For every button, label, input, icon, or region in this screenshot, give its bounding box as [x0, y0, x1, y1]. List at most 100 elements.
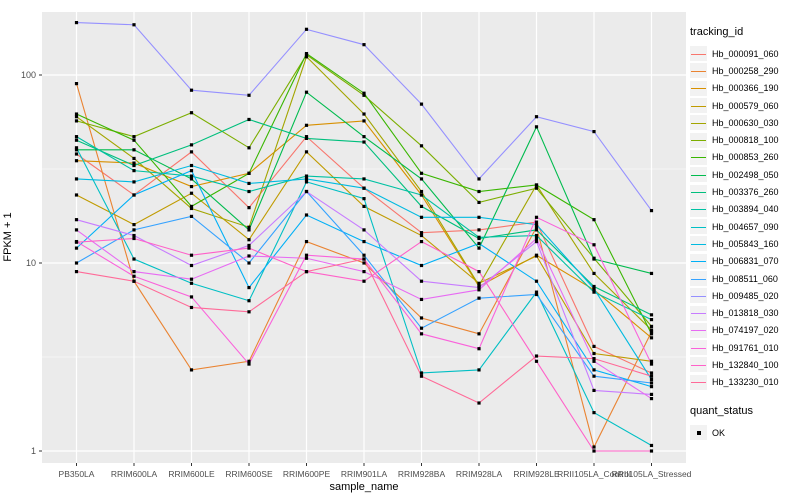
- data-point: [477, 235, 481, 239]
- data-point: [362, 135, 366, 139]
- data-point: [534, 225, 539, 229]
- legend-key-line-icon: [690, 288, 707, 304]
- data-point: [419, 215, 424, 219]
- legend-label: Hb_000853_260: [712, 152, 779, 163]
- data-point: [592, 290, 596, 294]
- legend-entry-Hb_132840_100: Hb_132840_100: [690, 356, 798, 373]
- legend-key-line-icon: [690, 271, 707, 286]
- legend-key-line-icon: [690, 132, 707, 148]
- data-point: [74, 218, 79, 222]
- data-point: [477, 288, 481, 292]
- legend-label: Hb_003894_040: [712, 204, 779, 215]
- data-point: [649, 374, 654, 378]
- data-point: [74, 246, 79, 250]
- data-point: [649, 332, 654, 336]
- y-axis-title: FPKM + 1: [2, 212, 14, 262]
- data-point: [534, 183, 539, 187]
- legend-entry-Hb_009485_020: Hb_009485_020: [690, 287, 798, 304]
- legend-label: Hb_000818_100: [712, 135, 779, 146]
- legend-key-line-icon: [690, 115, 707, 131]
- data-point: [74, 270, 79, 274]
- data-point: [132, 180, 136, 184]
- data-point: [534, 254, 539, 258]
- legend-label: Hb_000579_060: [712, 100, 779, 111]
- data-point: [247, 243, 251, 248]
- data-point: [592, 284, 596, 289]
- x-tick-label: PB350LA: [59, 469, 95, 479]
- data-point: [419, 371, 424, 375]
- data-point: [362, 257, 366, 261]
- legend-entry-Hb_133230_010: Hb_133230_010: [690, 374, 798, 391]
- data-point: [304, 51, 309, 56]
- data-point: [74, 119, 79, 123]
- data-point: [649, 317, 654, 322]
- legend-label: Hb_000366_190: [712, 83, 779, 94]
- data-point: [132, 163, 136, 168]
- data-point: [592, 243, 596, 247]
- data-point: [649, 313, 654, 317]
- data-point: [534, 239, 539, 244]
- data-point: [592, 449, 596, 453]
- data-point: [247, 362, 251, 366]
- data-point: [74, 82, 79, 86]
- data-point: [419, 231, 424, 235]
- data-point: [247, 228, 251, 232]
- data-point: [132, 161, 136, 165]
- legend-label: OK: [712, 427, 726, 438]
- y-tick-label: 1: [31, 446, 36, 456]
- data-point: [649, 396, 654, 401]
- data-point: [649, 362, 654, 366]
- data-point: [247, 206, 251, 210]
- data-point: [189, 150, 194, 154]
- legend-key-line-icon: [690, 46, 707, 62]
- legend-key-line-icon: [690, 322, 707, 338]
- data-point: [74, 261, 79, 265]
- data-point: [649, 381, 654, 385]
- legend-key-line-icon: [690, 340, 707, 356]
- legend-entry-Hb_000091_060: Hb_000091_060: [690, 45, 798, 62]
- legend-entry-Hb_000630_030: Hb_000630_030: [690, 114, 798, 131]
- data-point: [649, 324, 654, 329]
- data-point: [132, 274, 136, 278]
- x-tick-label: RRIM928LA: [456, 469, 503, 479]
- data-point: [592, 357, 596, 361]
- data-point: [362, 239, 366, 244]
- data-point: [649, 208, 654, 213]
- legend-key-line-icon: [690, 219, 707, 235]
- data-point: [592, 368, 596, 372]
- legend-label: Hb_132840_100: [712, 359, 779, 370]
- data-point: [189, 214, 194, 218]
- data-point: [592, 359, 596, 363]
- data-point: [247, 171, 251, 175]
- data-point: [592, 351, 596, 356]
- legend-key-line-icon: [690, 374, 707, 390]
- data-point: [419, 297, 424, 302]
- data-point: [247, 189, 251, 194]
- data-point: [419, 326, 424, 330]
- data-point: [304, 253, 309, 257]
- data-point: [477, 281, 481, 285]
- data-point: [132, 236, 136, 241]
- data-point: [132, 23, 136, 27]
- data-point: [592, 257, 596, 261]
- data-point: [74, 159, 79, 163]
- data-point: [419, 204, 424, 209]
- data-point: [592, 271, 596, 276]
- data-point: [189, 368, 194, 372]
- data-point: [649, 377, 654, 382]
- x-tick-label: RRIM901LA: [341, 469, 388, 479]
- data-point: [477, 401, 481, 405]
- legend-key-line-icon: [690, 184, 707, 200]
- data-point: [534, 228, 539, 232]
- data-point: [132, 228, 136, 232]
- data-point: [189, 305, 194, 310]
- data-point: [477, 285, 481, 290]
- data-point: [477, 189, 481, 194]
- data-point: [649, 271, 654, 276]
- quant-legend-entries: OK: [690, 424, 798, 441]
- data-point: [132, 169, 136, 173]
- data-point: [649, 328, 654, 332]
- data-point: [534, 290, 539, 294]
- data-point: [74, 138, 79, 142]
